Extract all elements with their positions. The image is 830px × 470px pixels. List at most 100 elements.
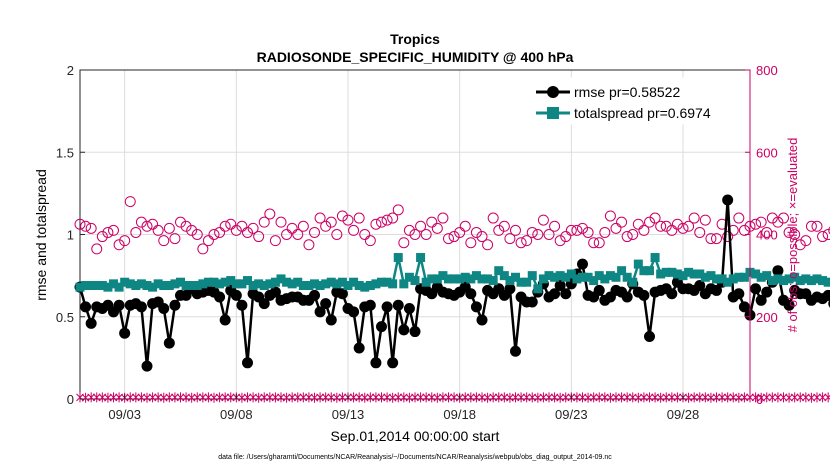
evaluated-obs-point [148, 392, 157, 403]
totalspread-point [203, 277, 213, 287]
totalspread-point [282, 277, 292, 287]
totalspread-point [628, 277, 638, 287]
possible-obs-point [805, 220, 817, 232]
evaluated-obs-point [740, 392, 749, 403]
evaluated-obs-point [171, 392, 179, 403]
evaluated-obs-point [489, 392, 498, 403]
possible-obs-point [102, 226, 114, 238]
possible-obs-point [158, 235, 170, 247]
rmse-point [722, 194, 734, 206]
possible-obs-point [565, 224, 577, 236]
rmse-point [510, 345, 521, 357]
totalspread-point [404, 272, 414, 282]
totalspread-point [388, 279, 398, 289]
evaluated-obs-point [221, 392, 230, 403]
possible-obs-point [526, 226, 538, 238]
possible-obs-point [91, 243, 103, 255]
totalspread-point [483, 274, 493, 284]
y-right-tick-label: 800 [756, 63, 778, 78]
totalspread-point [818, 276, 828, 286]
evaluated-obs-point [87, 392, 96, 403]
possible-obs-point [303, 239, 315, 251]
totalspread-point [578, 272, 587, 282]
rmse-point [733, 288, 745, 300]
rmse-point [822, 289, 830, 301]
totalspread-point [566, 269, 576, 279]
totalspread-point [751, 269, 761, 279]
rmse-point [638, 289, 650, 301]
totalspread-point [120, 277, 130, 287]
chart-subtitle: RADIOSONDE_SPECIFIC_HUMIDITY @ 400 hPa [257, 49, 574, 65]
totalspread-point [639, 266, 649, 276]
possible-obs-point [683, 220, 695, 232]
totalspread-point [650, 253, 660, 263]
evaluated-obs-point [338, 392, 347, 403]
legend-box [531, 77, 743, 125]
possible-obs-point [325, 216, 337, 228]
possible-obs-point [515, 237, 527, 249]
evaluated-obs-point [265, 392, 274, 403]
possible-obs-point [588, 237, 600, 249]
evaluated-obs-point [193, 392, 202, 403]
totalspread-point [494, 266, 504, 276]
possible-obs-point [420, 229, 432, 240]
y-axis-label-right: # of obs: o=possible; ×=evaluated [785, 138, 800, 333]
x-tick-label: 09/28 [667, 407, 700, 422]
possible-obs-point [163, 222, 175, 234]
rmse-point [230, 289, 242, 301]
rmse-point [236, 299, 248, 311]
totalspread-point [589, 276, 599, 286]
evaluated-obs-point [472, 392, 481, 403]
totalspread-point [689, 269, 699, 279]
possible-obs-point [448, 231, 460, 243]
totalspread-point [226, 276, 236, 286]
evaluated-obs-point [372, 392, 380, 403]
possible-obs-point [783, 226, 795, 238]
totalspread-point [605, 271, 615, 281]
possible-obs-point [353, 212, 365, 224]
chart-title: Tropics [390, 31, 440, 47]
totalspread-point [538, 274, 548, 284]
evaluated-obs-point [126, 392, 135, 403]
totalspread-point [488, 276, 498, 286]
possible-obs-point [621, 231, 633, 243]
totalspread-point [332, 279, 342, 289]
rmse-point [409, 326, 421, 338]
totalspread-point [310, 279, 319, 289]
totalspread-point [220, 277, 230, 287]
possible-obs-point [610, 222, 622, 234]
totalspread-point [790, 272, 800, 282]
evaluated-obs-point [444, 392, 453, 403]
possible-obs-point [789, 229, 801, 240]
possible-obs-point [705, 233, 717, 245]
evaluated-obs-point [718, 392, 726, 403]
x-tick-label: 09/13 [332, 407, 365, 422]
totalspread-point [544, 271, 554, 281]
evaluated-obs-point [645, 392, 654, 403]
totalspread-point [527, 271, 537, 281]
evaluated-obs-point [723, 392, 732, 403]
totalspread-point [583, 272, 593, 282]
totalspread-point [254, 279, 264, 289]
rmse-point [398, 324, 410, 336]
totalspread-point [661, 267, 671, 277]
totalspread-point [136, 279, 146, 289]
possible-obs-point [521, 235, 533, 247]
possible-obs-point [465, 237, 477, 249]
evaluated-obs-point [774, 392, 782, 403]
possible-obs-point [738, 224, 750, 236]
totalspread-point [377, 277, 386, 287]
possible-obs-point [694, 226, 706, 238]
evaluated-obs-point [321, 392, 330, 403]
possible-obs-point [454, 226, 466, 238]
possible-obs-point [364, 235, 376, 247]
possible-obs-point [800, 235, 812, 247]
possible-obs-point [202, 235, 214, 247]
possible-obs-point [510, 224, 521, 236]
totalspread-point [298, 280, 308, 290]
totalspread-point [762, 271, 772, 281]
possible-obs-point [755, 216, 767, 228]
totalspread-point [678, 271, 688, 281]
possible-obs-point [85, 222, 97, 234]
